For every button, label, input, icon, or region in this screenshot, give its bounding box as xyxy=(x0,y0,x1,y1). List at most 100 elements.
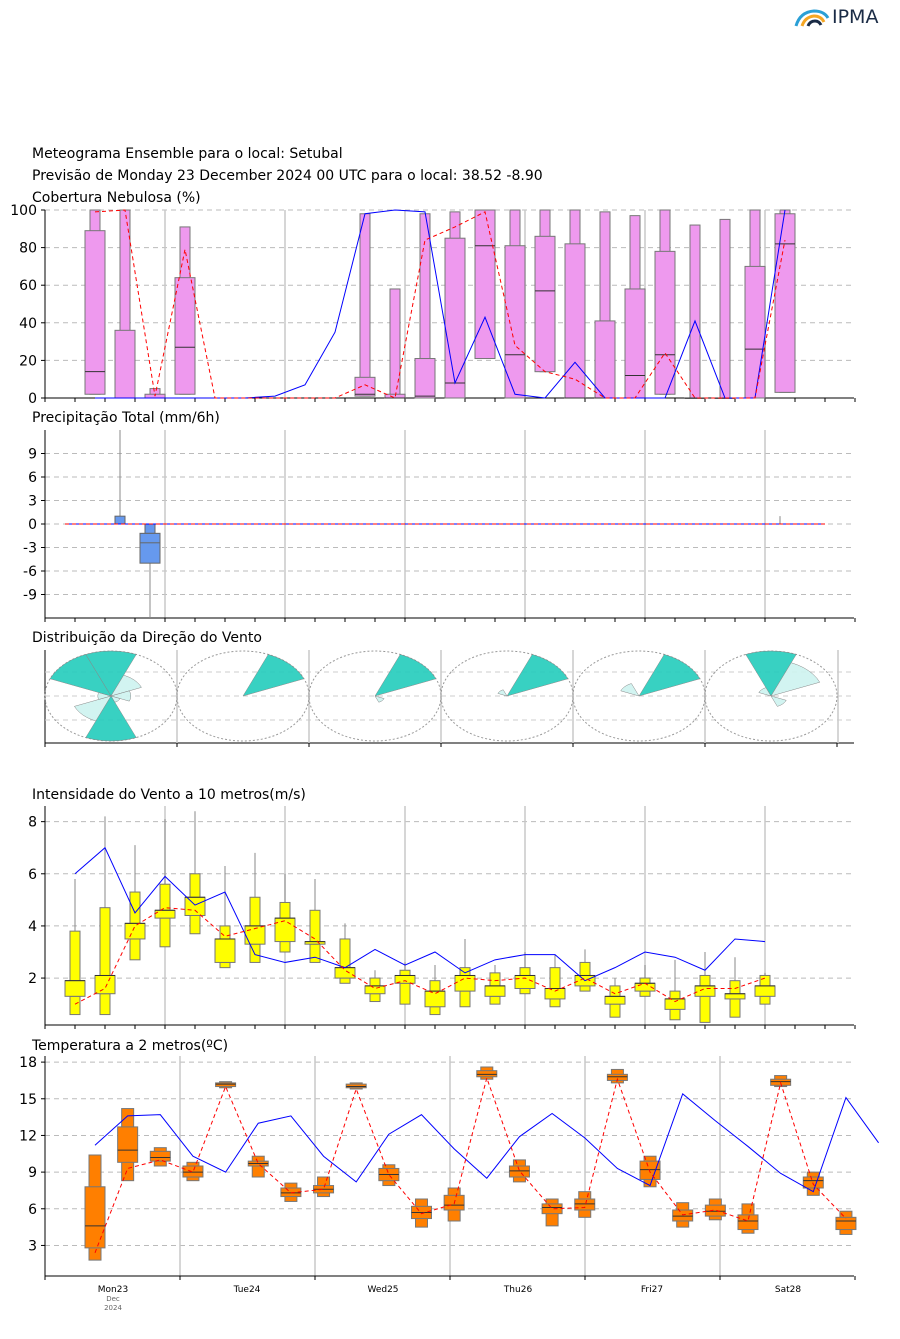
windrose-sector xyxy=(85,650,137,697)
windrose-sector xyxy=(110,690,132,702)
cloud-box xyxy=(444,237,466,399)
temp-box xyxy=(704,1204,726,1217)
windrose-sector xyxy=(638,654,701,697)
cloud-box xyxy=(354,376,376,397)
wind-box-lower xyxy=(429,1006,441,1016)
cloud-box xyxy=(624,288,646,399)
windrose-circle-thu26 xyxy=(440,650,574,742)
temp-box xyxy=(149,1150,171,1162)
windrose-sector xyxy=(758,687,772,697)
precip-ytick-label: 0 xyxy=(28,517,37,533)
cloud-mean-line xyxy=(94,209,786,399)
cloud-control-line xyxy=(95,209,786,399)
temp-box xyxy=(541,1203,563,1215)
temp-ytick-label: 3 xyxy=(28,1238,37,1254)
wind-mean-line xyxy=(74,907,766,1005)
windrose-circle-wed25 xyxy=(308,650,442,742)
cloud-ytick-label: 0 xyxy=(28,391,37,407)
wind-box-lower xyxy=(279,941,291,953)
wind-ytick-label: 2 xyxy=(28,971,37,987)
wind-ytick-label: 8 xyxy=(28,815,37,831)
x-day-label-tue24: Tue24 xyxy=(233,1285,261,1295)
cloud-ytick-label: 40 xyxy=(19,316,37,332)
x-day-label-mon23: Mon23 xyxy=(98,1285,128,1295)
wind-box-lower xyxy=(759,995,771,1005)
x-day-label-thu26: Thu26 xyxy=(503,1285,533,1295)
precip-bar xyxy=(144,523,156,534)
temp-box xyxy=(574,1198,596,1211)
precip-ytick-label: -9 xyxy=(23,588,37,604)
precip-ytick-label: 3 xyxy=(28,494,37,510)
wind-direction-panel-title: Distribuição da Direção do Vento xyxy=(32,630,262,646)
cloud-box-outer xyxy=(359,213,371,397)
wind-box-lower xyxy=(699,995,711,1023)
windrose-sector xyxy=(110,674,142,697)
wind-box xyxy=(544,988,566,1000)
header-location: Meteograma Ensemble para o local: Setuba… xyxy=(32,146,343,162)
temp-ytick-label: 18 xyxy=(19,1055,37,1071)
windrose-sector xyxy=(620,683,640,697)
cloud-box xyxy=(534,235,556,373)
temp-box xyxy=(835,1216,857,1231)
wind-box xyxy=(664,998,686,1010)
temperature-panel-title: Temperatura a 2 metros(ºC) xyxy=(32,1038,229,1054)
wind-ytick-label: 4 xyxy=(28,919,37,935)
cloud-box xyxy=(114,329,136,399)
windrose-circle-sat28 xyxy=(704,650,838,742)
wind-box-lower xyxy=(489,995,501,1005)
wind-box-lower xyxy=(639,990,651,997)
x-month-label: Dec xyxy=(106,1295,120,1303)
windrose-circle-mon23 xyxy=(44,650,178,742)
temp-box xyxy=(802,1176,824,1189)
wind-box-lower xyxy=(129,938,141,961)
wind-box xyxy=(754,985,776,997)
wind-box-lower xyxy=(399,982,411,1005)
temp-ytick-label: 15 xyxy=(19,1092,37,1108)
temp-box xyxy=(639,1160,661,1180)
temp-mean-line xyxy=(94,1076,847,1253)
wind-box xyxy=(694,985,716,997)
wind-box-lower xyxy=(549,998,561,1008)
temp-box xyxy=(117,1126,139,1163)
wind-control-line xyxy=(74,846,766,982)
cloud-ytick-label: 80 xyxy=(19,241,37,257)
wind-box-lower xyxy=(189,915,201,935)
wind-box-lower xyxy=(339,977,351,984)
precip-ytick-label: 9 xyxy=(28,447,37,463)
header-forecast: Previsão de Monday 23 December 2024 00 U… xyxy=(32,168,543,184)
temp-ytick-label: 12 xyxy=(19,1128,37,1144)
wind-box xyxy=(424,990,446,1008)
cloud-ytick-label: 60 xyxy=(19,278,37,294)
windrose-circle-tue24 xyxy=(176,650,310,742)
wind-box-lower xyxy=(159,917,171,948)
wind-box-lower xyxy=(579,985,591,992)
windrose-sector xyxy=(745,650,797,697)
precip-bar xyxy=(114,515,126,525)
windrose-sector xyxy=(770,695,787,707)
wind-box xyxy=(364,985,386,995)
wind-box xyxy=(154,909,176,919)
cloud-ytick-label: 20 xyxy=(19,353,37,369)
ipma-wave-logo-icon xyxy=(794,9,830,27)
temp-box xyxy=(476,1070,498,1078)
cloud-box xyxy=(504,245,526,399)
temp-box xyxy=(215,1082,237,1088)
precip-ytick-label: -3 xyxy=(23,541,37,557)
cloud-box xyxy=(474,209,496,360)
wind-box-outer xyxy=(309,909,321,945)
x-day-label-fri27: Fri27 xyxy=(641,1285,663,1295)
x-day-label-sat28: Sat28 xyxy=(775,1285,801,1295)
wind-box xyxy=(454,974,476,992)
temp-ytick-label: 6 xyxy=(28,1202,37,1218)
temp-box xyxy=(672,1209,694,1222)
cloud-box xyxy=(744,265,766,399)
cloud-box xyxy=(564,243,586,399)
temp-box xyxy=(84,1186,106,1249)
x-day-label-wed25: Wed25 xyxy=(367,1285,398,1295)
temp-control-line xyxy=(94,1093,879,1193)
precip-bar-top xyxy=(139,532,161,544)
cloud-panel-title: Cobertura Nebulosa (%) xyxy=(32,190,201,206)
temp-box xyxy=(280,1187,302,1198)
cloud-box xyxy=(654,250,676,395)
